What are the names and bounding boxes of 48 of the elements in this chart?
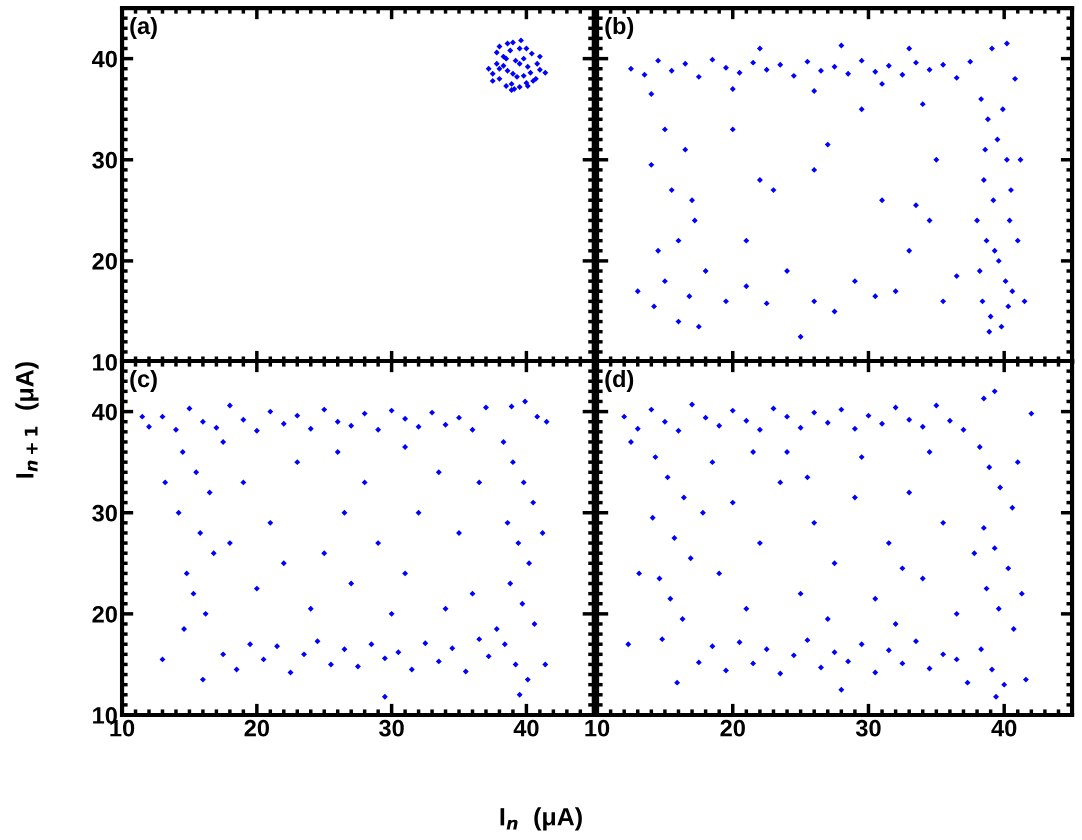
x-tick-label: 10 xyxy=(585,719,610,737)
y-tick-label: 20 xyxy=(92,252,117,270)
point xyxy=(542,69,549,76)
point xyxy=(514,73,520,80)
y-tick-label: 30 xyxy=(92,151,117,169)
annotation: (a) xyxy=(130,16,157,39)
point xyxy=(496,75,503,82)
point xyxy=(518,37,524,44)
y-tick-label: 20 xyxy=(92,605,117,623)
point xyxy=(504,67,511,74)
point xyxy=(516,84,523,90)
annotation: (b) xyxy=(605,16,634,39)
point xyxy=(507,47,514,54)
point xyxy=(500,62,507,69)
text: I$_{n}$ (μA) xyxy=(500,807,582,831)
y-axis-title: I$_{n+1}$ (μA) xyxy=(15,362,39,478)
point xyxy=(534,60,541,67)
y-tick-label: 40 xyxy=(91,50,117,68)
point xyxy=(528,50,535,57)
x-tick-label: 30 xyxy=(855,719,881,737)
point xyxy=(536,53,543,60)
x-tick-label: 40 xyxy=(991,719,1017,737)
point xyxy=(489,70,496,77)
point xyxy=(496,65,503,72)
point xyxy=(536,66,543,73)
x-tick-label: 20 xyxy=(244,719,269,737)
point xyxy=(496,43,503,50)
point xyxy=(509,39,516,46)
point xyxy=(509,70,516,77)
y-tick-label: 10 xyxy=(93,354,117,371)
point xyxy=(493,49,500,56)
point xyxy=(503,82,510,89)
point xyxy=(508,80,515,87)
x-tick-label: 20 xyxy=(720,719,745,737)
y-tick-label: 30 xyxy=(92,504,117,522)
point xyxy=(527,69,534,76)
point xyxy=(489,77,496,84)
point xyxy=(516,45,523,52)
x-tick-label: 30 xyxy=(379,719,404,737)
annotation: (d) xyxy=(605,369,634,392)
annotation: (c) xyxy=(130,369,157,392)
point xyxy=(523,45,530,52)
point xyxy=(485,65,492,72)
point xyxy=(493,60,500,67)
x-tick-label: 40 xyxy=(513,719,539,737)
point xyxy=(520,72,527,79)
y-tick-label: 40 xyxy=(91,403,117,421)
point xyxy=(520,55,527,62)
